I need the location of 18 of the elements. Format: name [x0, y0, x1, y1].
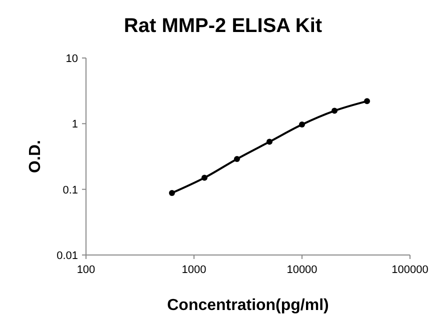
point: [168, 190, 175, 196]
point: [266, 138, 272, 145]
x-tick-label: 1000: [182, 264, 206, 276]
x-axis-title: Concentration(pg/ml): [167, 297, 329, 314]
point: [364, 98, 370, 104]
x-tick-label: 100000: [392, 264, 428, 276]
chart-title: Rat MMP-2 ELISA Kit: [124, 15, 322, 37]
y-tick-label: 0.01: [56, 250, 78, 262]
point: [299, 122, 305, 128]
point: [332, 108, 338, 114]
point: [201, 174, 208, 181]
y-axis-title: O.D.: [27, 140, 44, 173]
point: [234, 156, 240, 162]
x-tick-label: 10000: [286, 264, 318, 276]
y-tick-label: 0.1: [62, 184, 78, 196]
y-tick-label: 1: [72, 118, 78, 131]
y-tick-label: 10: [66, 53, 78, 65]
x-tick-label: 100: [76, 264, 96, 276]
